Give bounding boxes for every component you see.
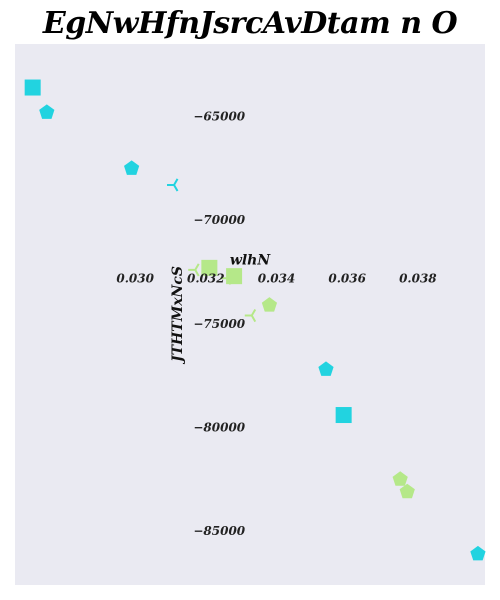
y-tick-label: −75000	[193, 317, 245, 331]
data-point-s2-8	[399, 483, 415, 499]
y-tick-label: −80000	[193, 420, 245, 434]
x-tick-label: 0.036	[328, 272, 366, 286]
y-tick-labels: −65000 −70000 −75000 −80000 −85000	[193, 110, 245, 539]
y-tick-label: −65000	[193, 110, 245, 124]
data-point-s1-6	[335, 407, 352, 424]
data-point-s1-2	[39, 104, 55, 119]
data-point-s2-4	[220, 271, 232, 285]
x-tick-label: 0.038	[399, 272, 437, 286]
data-point-s1-1	[24, 79, 41, 96]
plot-area	[15, 44, 485, 585]
data-point-s1-7	[470, 545, 486, 561]
data-point-s1-4	[167, 178, 179, 192]
data-point-s2-1	[201, 259, 218, 276]
data-point-s2-5	[261, 297, 278, 312]
x-tick-label: 0.030	[116, 272, 154, 286]
y-tick-label: −70000	[193, 213, 245, 227]
x-tick-labels: 0.030 0.032 0.034 0.036 0.038	[116, 272, 437, 286]
data-point-s1-5	[318, 361, 334, 376]
y-tick-label: −85000	[193, 524, 245, 538]
data-point-s2-6	[244, 308, 257, 323]
x-tick-label: 0.034	[258, 272, 296, 286]
data-point-s1-3	[124, 160, 140, 175]
data-point-s2-2	[188, 263, 200, 277]
chart-title: EgNwHfnJsrcAvDtam n O	[42, 6, 458, 41]
data-points	[24, 79, 486, 561]
data-point-s2-7	[392, 471, 408, 486]
y-axis-label: JTHTMxNcS	[170, 266, 186, 365]
x-tick-label: 0.032	[187, 272, 225, 286]
x-axis-label: wlhN	[230, 253, 272, 269]
